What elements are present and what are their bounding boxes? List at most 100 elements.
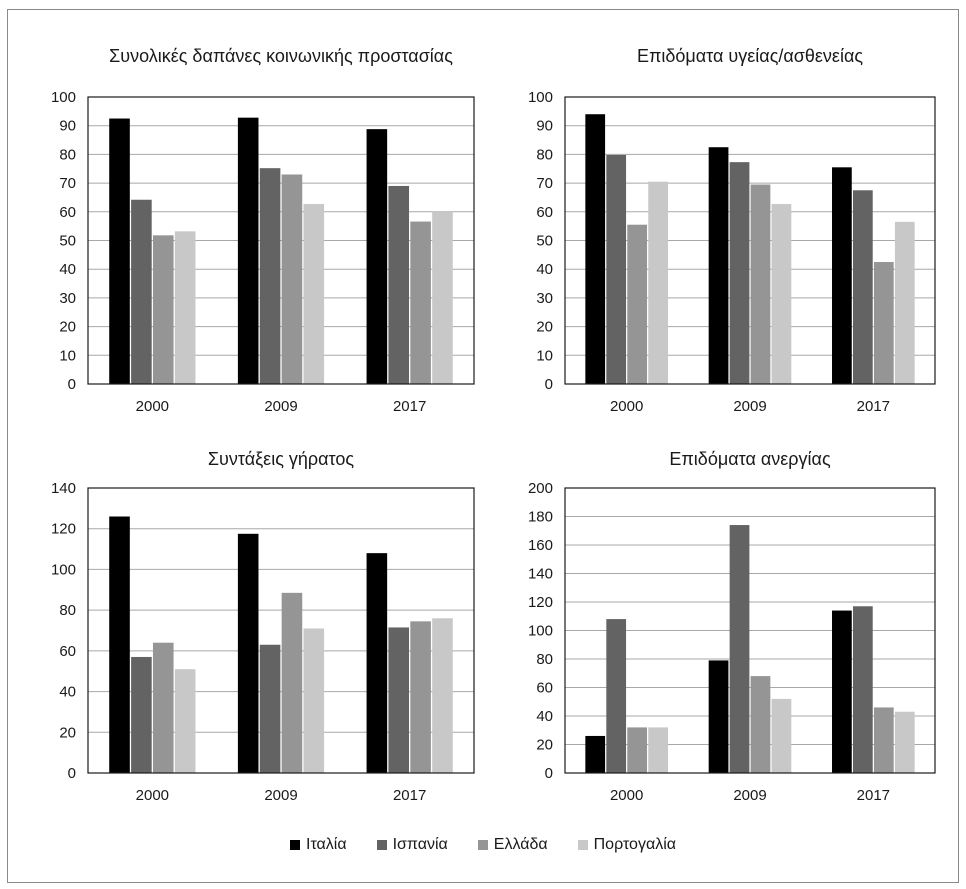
legend-item: Ισπανία: [376, 836, 448, 854]
bar: [259, 168, 281, 384]
bar: [873, 262, 894, 384]
legend-label: Ισπανία: [392, 836, 448, 853]
chart-4: Επιδόματα ανεργίας 0 20 40 60 80 100 120 140 160 1…: [528, 449, 936, 804]
bar: [852, 190, 873, 384]
bar: [627, 727, 648, 773]
plot-area-border: [564, 96, 936, 385]
y-tick-label: 20: [536, 737, 553, 754]
y-tick-label: 100: [51, 561, 76, 578]
bar: [152, 642, 174, 773]
bar: [259, 644, 281, 773]
bar: [237, 117, 259, 384]
x-tick-label: 2009: [733, 398, 766, 415]
y-tick-label: 200: [528, 480, 553, 497]
y-tick-label: 80: [59, 146, 76, 163]
legend-label: Ελλάδα: [493, 836, 548, 853]
y-tick-label: 70: [59, 175, 76, 192]
bar: [303, 204, 325, 384]
x-tick-label: 2000: [610, 787, 643, 804]
bar: [832, 610, 852, 773]
y-tick-label: 80: [536, 146, 553, 163]
y-tick-label: 90: [59, 118, 76, 135]
bar: [109, 516, 130, 773]
bar: [832, 167, 852, 384]
y-tick-label: 140: [51, 480, 76, 497]
y-tick-label: 60: [59, 204, 76, 221]
y-tick-label: 140: [528, 566, 553, 583]
y-tick-label: 180: [528, 509, 553, 526]
chart-3: Συντάξεις γήρατος 0 20 40 60 80 100 120 140 2000 2…: [51, 449, 475, 804]
legend-label: Ιταλία: [306, 836, 347, 853]
bar: [648, 727, 668, 773]
legend-swatch: [577, 840, 588, 850]
y-tick-label: 60: [536, 680, 553, 697]
bar: [894, 221, 915, 384]
legend: Ιταλία Ισπανία Ελλάδα Πορτογαλία: [0, 834, 966, 856]
bar: [131, 199, 152, 384]
bar: [708, 660, 729, 773]
bar: [873, 707, 894, 773]
chart-title: Συντάξεις γήρατος: [208, 449, 355, 469]
plot-area-border: [87, 96, 475, 385]
bar: [281, 592, 303, 773]
chart-2: Επιδόματα υγείας/ασθενείας 0 10 20 30 40 50 60 7…: [528, 46, 936, 415]
legend-item: Πορτογαλία: [577, 836, 676, 854]
bar: [771, 204, 792, 384]
y-tick-label: 40: [536, 261, 553, 278]
y-tick-label: 160: [528, 537, 553, 554]
x-tick-label: 2000: [610, 398, 643, 415]
legend-label: Πορτογαλία: [593, 836, 676, 853]
bar: [585, 114, 606, 384]
y-tick-label: 90: [536, 118, 553, 135]
bar: [750, 676, 771, 773]
bar: [410, 621, 431, 773]
x-tick-label: 2000: [136, 787, 169, 804]
bar: [606, 154, 627, 384]
bar: [109, 118, 130, 385]
bar: [281, 174, 303, 384]
y-tick-label: 10: [536, 347, 553, 364]
x-tick-label: 2009: [264, 787, 297, 804]
bar: [750, 184, 771, 384]
chart-title: Συνολικές δαπάνες κοινωνικής προστασίας: [109, 46, 453, 66]
bar: [648, 181, 668, 384]
y-tick-label: 40: [59, 684, 76, 701]
legend-item: Ελλάδα: [477, 836, 548, 854]
y-tick-label: 100: [528, 89, 553, 106]
bar: [388, 185, 410, 384]
bar: [366, 129, 388, 384]
plot-area-border: [564, 487, 936, 774]
bar: [432, 618, 453, 773]
chart-title: Επιδόματα υγείας/ασθενείας: [637, 46, 863, 66]
bar: [606, 619, 627, 773]
y-tick-label: 40: [536, 708, 553, 725]
chart-1: Συνολικές δαπάνες κοινωνικής προστασίας 0…: [51, 46, 475, 415]
x-tick-label: 2017: [857, 787, 890, 804]
y-tick-label: 100: [528, 623, 553, 640]
y-tick-label: 120: [51, 521, 76, 538]
bar: [388, 627, 410, 773]
bar: [131, 656, 152, 773]
y-tick-label: 120: [528, 594, 553, 611]
y-tick-label: 70: [536, 175, 553, 192]
y-tick-label: 0: [545, 765, 553, 782]
y-tick-label: 30: [59, 290, 76, 307]
bar: [174, 669, 196, 773]
y-tick-label: 80: [59, 602, 76, 619]
y-tick-label: 50: [536, 233, 553, 250]
bar: [627, 224, 648, 384]
bar: [852, 606, 873, 773]
x-tick-label: 2017: [857, 398, 890, 415]
y-tick-label: 80: [536, 651, 553, 668]
bar: [303, 628, 325, 773]
bar: [174, 231, 196, 384]
x-tick-label: 2000: [136, 398, 169, 415]
plot-area-border: [87, 487, 475, 774]
bar: [410, 221, 431, 384]
bar: [366, 553, 388, 773]
y-tick-label: 50: [59, 233, 76, 250]
bar: [585, 735, 606, 773]
y-tick-label: 60: [536, 204, 553, 221]
x-tick-label: 2017: [393, 787, 426, 804]
